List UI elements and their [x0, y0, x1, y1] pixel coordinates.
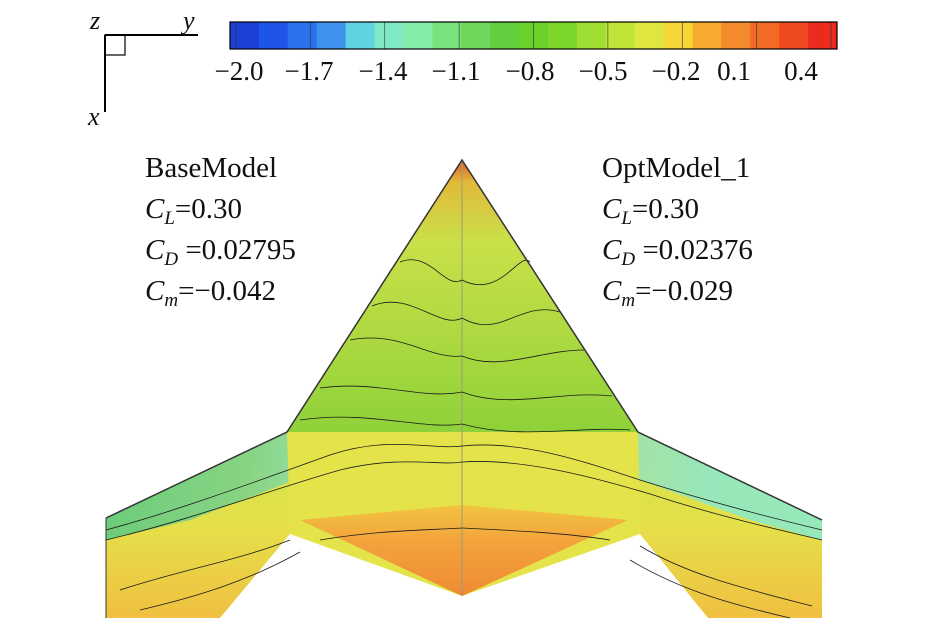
- colorbar-swatch: [692, 22, 722, 49]
- colorbar-swatch: [316, 22, 347, 49]
- colorbar-tick: 0.1: [717, 56, 751, 86]
- opt-model-cl: CL=0.30: [602, 193, 700, 229]
- base-model-name: BaseModel: [145, 152, 278, 184]
- isobar-lines: [105, 259, 823, 619]
- colorbar-swatch: [605, 22, 636, 49]
- colorbar-swatch: [721, 22, 751, 49]
- colorbar-frame: [229, 21, 838, 50]
- colorbar-swatch: [663, 22, 693, 49]
- base-model-cl: CL=0.30: [145, 193, 243, 229]
- opt-model-stats: OptModel_1 CL=0.30 CD =0.02376 Cm=−0.029: [602, 148, 753, 312]
- colorbar-swatch: [808, 22, 838, 49]
- colorbar-swatch: [432, 22, 462, 49]
- colorbar-swatch: [547, 22, 578, 49]
- z-axis-marker: [104, 34, 126, 56]
- colorbar-swatch: [403, 22, 433, 49]
- colorbar-tick: −1.1: [431, 56, 481, 86]
- opt-model-name: OptModel_1: [602, 152, 751, 184]
- colorbar-tick: −0.2: [651, 56, 701, 86]
- colorbar-tick: 0.4: [784, 56, 818, 86]
- aft-body: [300, 505, 628, 596]
- colorbar-swatch: [230, 22, 260, 49]
- colorbar-swatch: [576, 22, 607, 49]
- colorbar-tick: −1.7: [284, 56, 334, 86]
- base-model-cm: Cm=−0.042: [145, 275, 277, 311]
- opt-model-cm: Cm=−0.029: [602, 275, 734, 311]
- colorbar-tick: −0.5: [578, 56, 628, 86]
- x-axis-label: x: [88, 102, 100, 131]
- wing-pressure-contour: [105, 158, 823, 619]
- colorbar-swatch: [345, 22, 376, 49]
- colorbar-swatch: [461, 22, 491, 49]
- opt-model-cd: CD =0.02376: [602, 234, 753, 270]
- base-model-cd: CD =0.02795: [145, 234, 296, 270]
- colorbar-tick: −1.4: [358, 56, 408, 86]
- colorbar-swatch: [287, 22, 318, 49]
- y-axis-label: y: [183, 6, 195, 35]
- colorbar-tick: −2.0: [214, 56, 264, 86]
- coordinate-axes: [104, 34, 198, 112]
- colorbar-tick: −0.8: [505, 56, 555, 86]
- base-model-stats: BaseModel CL=0.30 CD =0.02795 Cm=−0.042: [145, 148, 296, 312]
- colorbar-swatch: [258, 22, 289, 49]
- leading-edge: [105, 158, 823, 521]
- colorbar-swatch: [750, 22, 780, 49]
- colorbar-swatch: [374, 22, 404, 49]
- colorbar-tick-labels: −2.0 −1.7 −1.4 −1.1 −0.8 −0.5 −0.2 0.1 0…: [206, 58, 846, 90]
- right-wing-suction-band: [600, 432, 822, 540]
- colorbar: [229, 21, 838, 50]
- colorbar-swatch: [779, 22, 809, 49]
- colorbar-swatch: [490, 22, 520, 49]
- colorbar-swatch: [634, 22, 665, 49]
- z-axis-label: z: [90, 6, 101, 35]
